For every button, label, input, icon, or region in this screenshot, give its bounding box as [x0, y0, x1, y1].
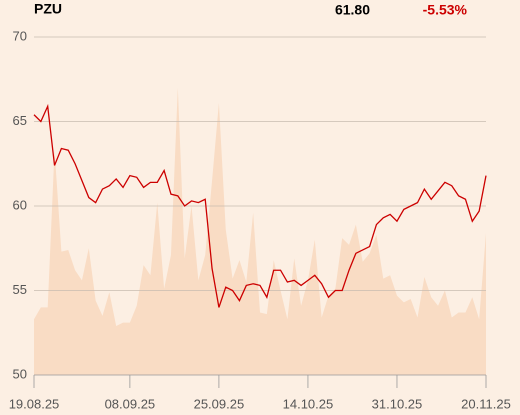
- y-tick-label: 50: [13, 366, 27, 381]
- x-tick-label: 19.08.25: [9, 396, 60, 411]
- last-price: 61.80: [335, 2, 370, 18]
- chart-title: PZU: [34, 1, 62, 17]
- x-tick-label: 08.09.25: [105, 396, 156, 411]
- price-change: -5.53%: [423, 2, 468, 18]
- x-tick-label: 14.10.25: [283, 396, 334, 411]
- x-tick-label: 25.09.25: [194, 396, 245, 411]
- y-tick-label: 65: [13, 113, 27, 128]
- price-line: [33, 103, 487, 308]
- x-tick-label: 20.11.25: [461, 396, 511, 411]
- y-tick-label: 60: [13, 197, 27, 212]
- y-tick-label: 70: [13, 28, 27, 43]
- y-tick-label: 55: [13, 282, 27, 297]
- volume-area: [34, 87, 486, 375]
- x-tick-label: 31.10.25: [372, 396, 423, 411]
